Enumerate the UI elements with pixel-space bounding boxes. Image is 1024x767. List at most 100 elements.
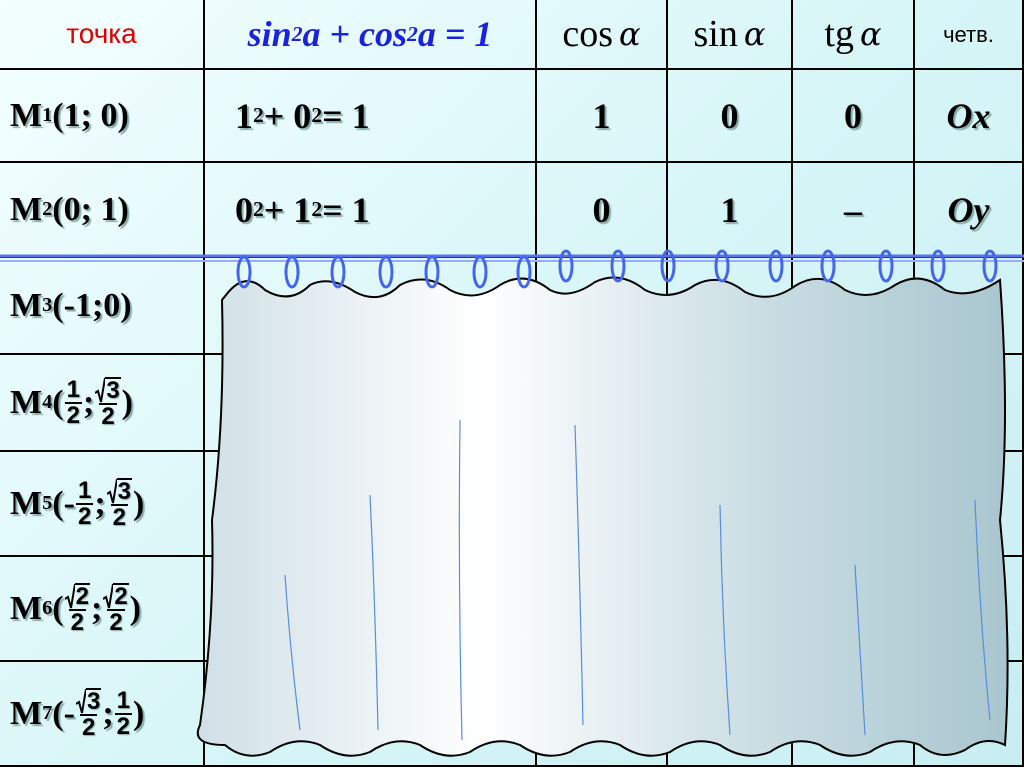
text-part: )	[133, 694, 145, 732]
text-part: sin	[247, 14, 292, 54]
text-part: (	[52, 383, 64, 421]
cos-value: 0	[592, 189, 611, 230]
denominator: 2	[64, 401, 82, 428]
text-part: M	[10, 96, 43, 134]
text-part: a = 1	[417, 14, 493, 54]
denominator-text: 2	[101, 402, 115, 430]
denominator: 2	[107, 608, 125, 636]
text-part: 1	[42, 104, 53, 126]
numerator: 3	[75, 687, 102, 715]
function-arg: α	[619, 15, 641, 53]
numerator: 2	[64, 582, 90, 609]
root-sign	[103, 583, 114, 608]
quarter-cell: Ox	[915, 70, 1024, 163]
text-part: ;	[94, 484, 106, 522]
point-cell: M 3 (-1;0)	[0, 258, 205, 355]
radicand: 3	[85, 687, 102, 715]
text-part: )	[121, 383, 133, 421]
text-part: M	[10, 484, 43, 522]
text-part: 2	[42, 198, 53, 220]
text-part: M	[10, 589, 43, 627]
denominator-text: 2	[81, 713, 96, 741]
header-quarter: четв.	[915, 0, 1024, 70]
text-part: 7	[42, 702, 53, 724]
text-part: M	[10, 694, 43, 732]
header-text: точка	[66, 18, 137, 49]
sin-value: 0	[720, 95, 739, 136]
function-name: sin	[693, 13, 738, 55]
denominator: 2	[110, 503, 128, 531]
quarter-value: Oy	[947, 189, 990, 230]
point-cell: M 1 (1; 0)	[0, 70, 205, 163]
cos-value: 1	[592, 95, 611, 136]
text-part: 2	[253, 103, 264, 127]
denominator-text: 2	[109, 608, 123, 636]
text-part: (-1;0)	[52, 286, 132, 324]
root-sign	[75, 688, 86, 713]
denominator-text: 2	[112, 503, 126, 531]
text-part: 3	[42, 294, 53, 316]
numerator: 3	[106, 477, 132, 505]
text-part: 1	[235, 95, 253, 136]
point-cell: M 6(2 2; 2 2)	[0, 557, 205, 662]
point-cell: M 2 (0; 1)	[0, 163, 205, 258]
text-part: M	[10, 190, 43, 228]
denominator: 2	[75, 502, 94, 529]
text-part: a + cos	[302, 14, 408, 54]
root-sign	[95, 377, 106, 402]
text-part: 2	[291, 21, 303, 46]
denominator: 2	[114, 712, 132, 740]
radicand: 2	[113, 582, 129, 610]
tg-value: 0	[844, 95, 862, 136]
denominator: 2	[68, 608, 86, 636]
sin-value: 1	[720, 189, 739, 230]
text-part: M	[10, 383, 43, 421]
text-part: (1; 0)	[52, 96, 129, 134]
numerator: 3	[95, 376, 121, 404]
function-name: cos	[562, 13, 614, 55]
text-part: 2	[311, 103, 323, 127]
function-arg: α	[859, 15, 882, 53]
text-part: = 1	[322, 95, 370, 136]
text-part: ;	[82, 383, 95, 421]
denominator-text: 2	[70, 608, 84, 636]
numerator-text: 1	[66, 375, 80, 403]
radicand: 3	[116, 477, 132, 505]
text-part: + 0	[263, 95, 312, 136]
point-cell: M 7 (- 3 2; 1 2)	[0, 662, 205, 767]
text-part: 2	[311, 197, 323, 221]
numerator: 1	[66, 375, 80, 403]
text-part: (	[52, 589, 64, 627]
root-sign	[106, 478, 117, 503]
radicand: 3	[105, 376, 121, 404]
header-point: точка	[0, 0, 205, 70]
point-cell: M 5 (- 1 2; 3 2)	[0, 452, 205, 557]
text-part: 0	[235, 189, 253, 230]
text-part: (-	[52, 484, 75, 522]
text-part: 4	[42, 391, 53, 413]
text-part: 2	[253, 197, 264, 221]
denominator-text: 2	[116, 712, 130, 740]
text-part: )	[129, 589, 141, 627]
function-arg: α	[743, 15, 766, 53]
text-part: (0; 1)	[52, 190, 129, 228]
numerator-text: 1	[116, 686, 130, 714]
quarter-value: Ox	[946, 95, 991, 136]
header-sin: sin α	[668, 0, 793, 70]
root-sign	[64, 583, 75, 608]
text-part: 6	[42, 597, 53, 619]
text-part: ;	[102, 694, 114, 732]
header-text: четв.	[943, 22, 994, 47]
text-part: (-	[52, 694, 75, 732]
text-part: ;	[90, 589, 103, 627]
